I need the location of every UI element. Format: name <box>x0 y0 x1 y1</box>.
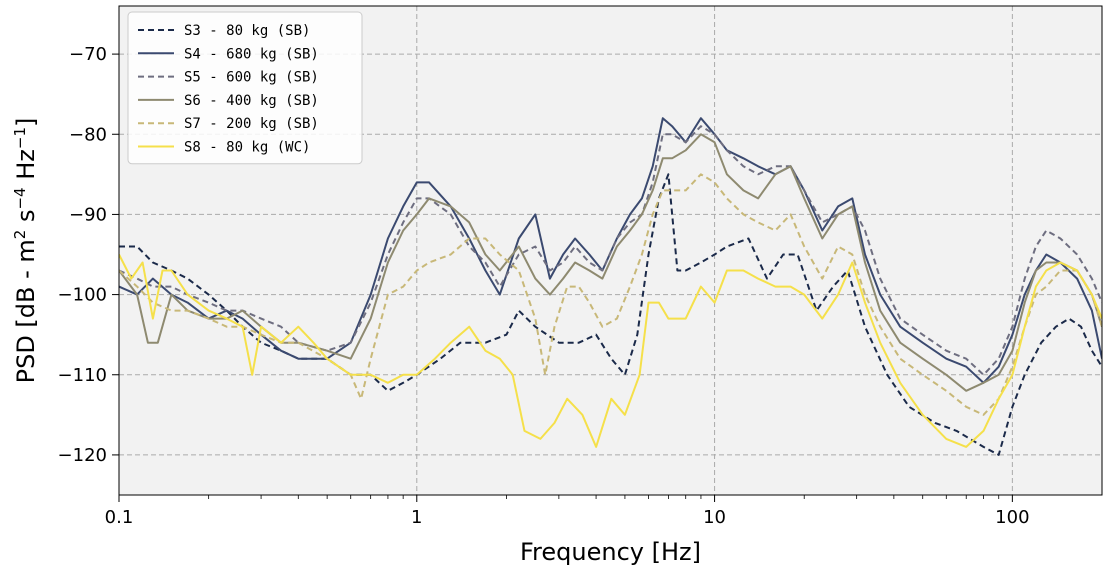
legend-label: S8 - 80 kg (WC) <box>184 140 310 156</box>
grid <box>118 6 1102 495</box>
x-axis-label: Frequency [Hz] <box>520 538 701 566</box>
legend-label: S3 - 80 kg (SB) <box>184 23 310 39</box>
legend-label: S4 - 680 kg (SB) <box>184 46 319 62</box>
legend-box <box>127 11 363 165</box>
legend: S3 - 80 kg (SB) S4 - 680 kg (SB) S5 - 600 … <box>127 11 363 165</box>
x-tick-label: 0.1 <box>105 507 134 528</box>
x-tick-label: 10 <box>703 507 726 528</box>
y-tick-label: −120 <box>58 445 107 466</box>
y-tick-label: −70 <box>69 44 107 65</box>
legend-label: S5 - 600 kg (SB) <box>184 70 319 86</box>
legend-label: S6 - 400 kg (SB) <box>184 93 319 109</box>
series-line <box>119 254 1102 448</box>
legend-label: S7 - 200 kg (SB) <box>184 116 319 132</box>
plot-frame <box>118 5 1103 496</box>
series-lines <box>119 117 1102 456</box>
y-tick-label: −90 <box>69 204 107 225</box>
series-line <box>119 173 1102 416</box>
y-tick-label: −80 <box>69 124 107 145</box>
y-tick-label: −110 <box>58 365 107 386</box>
series-line <box>119 117 1102 384</box>
y-tick-label: −100 <box>58 285 107 306</box>
y-axis-label: PSD [dB - m2 s−4 Hz−1] <box>11 118 40 384</box>
axis-ticks: 0.1 1 10 100 −70 −80 −90 −100 −110 −120 <box>58 44 1030 528</box>
x-tick-label: 1 <box>411 507 422 528</box>
x-tick-label: 100 <box>995 507 1029 528</box>
